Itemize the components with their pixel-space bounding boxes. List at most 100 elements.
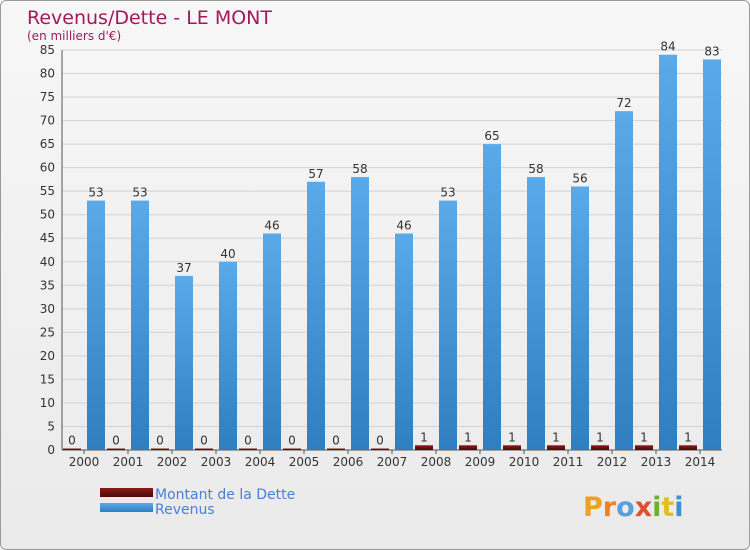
bar-debt-2011: [547, 445, 565, 450]
bar-revenus-2012: [615, 111, 633, 451]
y-tick-label: 40: [40, 255, 55, 269]
legend-swatch: [100, 488, 153, 497]
debt-value-label: 0: [200, 434, 208, 448]
legend-label: Montant de la Dette: [155, 487, 295, 503]
x-tick-label: 2002: [157, 455, 188, 469]
bar-revenus-2003: [219, 261, 237, 450]
debt-value-label: 1: [640, 430, 648, 444]
y-tick-label: 85: [40, 43, 55, 57]
bar-debt-2007: [371, 448, 389, 450]
y-tick-label: 70: [40, 114, 55, 128]
bar-debt-2004: [239, 448, 257, 450]
revenus-value-label: 40: [220, 247, 235, 261]
y-tick-label: 55: [40, 184, 55, 198]
bar-revenus-2008: [439, 200, 457, 450]
revenus-value-label: 56: [572, 171, 587, 185]
bar-debt-2001: [107, 448, 125, 450]
legend-label: Revenus: [155, 502, 215, 518]
logo-letter: i: [674, 492, 683, 523]
debt-value-label: 0: [288, 434, 296, 448]
y-tick-label: 15: [40, 372, 55, 386]
x-tick-label: 2004: [245, 455, 276, 469]
bar-debt-2012: [591, 445, 609, 450]
bar-debt-2002: [151, 448, 169, 450]
y-tick-label: 0: [47, 443, 55, 457]
y-tick-label: 60: [40, 161, 55, 175]
y-tick-label: 50: [40, 208, 55, 222]
bar-revenus-2010: [527, 177, 545, 450]
bar-debt-2006: [327, 448, 345, 450]
y-tick-label: 30: [40, 302, 55, 316]
revenus-value-label: 84: [660, 40, 675, 54]
bar-revenus-2001: [131, 200, 149, 450]
x-tick-label: 2003: [201, 455, 232, 469]
revenus-value-label: 58: [352, 162, 367, 176]
bars: 0 53 0 53 0 37 0 40 0 46 0 57 0 58 0 46 1 53 1 65 1 58 1 56 1 72 1…: [63, 40, 721, 451]
x-tick-label: 2010: [509, 455, 540, 469]
bar-revenus-2002: [175, 275, 193, 450]
y-tick-label: 80: [40, 67, 55, 81]
bar-debt-2010: [503, 445, 521, 450]
y-tick-label: 25: [40, 325, 55, 339]
bar-debt-2009: [459, 445, 477, 450]
bar-revenus-2006: [351, 177, 369, 450]
logo-letter: P: [583, 492, 603, 523]
revenus-value-label: 46: [264, 219, 279, 233]
y-tick-label: 5: [47, 419, 55, 433]
bar-debt-2005: [283, 448, 301, 450]
x-tick-label: 2007: [377, 455, 408, 469]
bar-revenus-2009: [483, 144, 501, 450]
bar-revenus-2007: [395, 233, 413, 450]
bar-debt-2013: [635, 445, 653, 450]
debt-value-label: 1: [420, 430, 428, 444]
revenus-value-label: 58: [528, 162, 543, 176]
debt-value-label: 0: [332, 434, 340, 448]
debt-value-label: 1: [684, 430, 692, 444]
debt-value-label: 0: [112, 434, 120, 448]
logo-letter: i: [652, 492, 661, 523]
debt-value-label: 1: [596, 430, 604, 444]
revenus-value-label: 53: [440, 186, 455, 200]
proxiti-logo: Proxiti: [583, 492, 684, 523]
debt-value-label: 1: [552, 430, 560, 444]
bar-revenus-2013: [659, 54, 677, 451]
x-axis-ticks: 2000 2001 2002 2003 2004 2005 2006 2007 2008 2009…: [69, 450, 716, 469]
y-axis-ticks: 0 5 10 15 20 25 30 35 40 45 50 55 60 65 70 75 80 85: [40, 43, 55, 457]
debt-value-label: 0: [156, 434, 164, 448]
chart-subtitle: (en milliers d'€): [27, 29, 121, 43]
revenus-value-label: 83: [704, 44, 719, 58]
y-tick-label: 65: [40, 137, 55, 151]
x-tick-label: 2009: [465, 455, 496, 469]
y-tick-label: 35: [40, 278, 55, 292]
x-tick-label: 2000: [69, 455, 100, 469]
bar-debt-2003: [195, 448, 213, 450]
chart-title: Revenus/Dette - LE MONT: [27, 7, 272, 29]
y-tick-label: 20: [40, 349, 55, 363]
debt-value-label: 0: [244, 434, 252, 448]
x-tick-label: 2011: [553, 455, 584, 469]
y-tick-label: 10: [40, 396, 55, 410]
bar-revenus-2011: [571, 186, 589, 450]
revenus-value-label: 37: [176, 261, 191, 275]
revenus-value-label: 53: [132, 186, 147, 200]
x-tick-label: 2014: [685, 455, 716, 469]
bar-debt-2000: [63, 448, 81, 450]
bar-revenus-2014: [703, 59, 721, 450]
logo-letter: o: [616, 492, 635, 523]
revenus-value-label: 65: [484, 129, 499, 143]
x-tick-label: 2006: [333, 455, 364, 469]
logo-letter: x: [635, 492, 652, 523]
x-tick-label: 2013: [641, 455, 672, 469]
debt-value-label: 1: [464, 430, 472, 444]
bar-revenus-2005: [307, 181, 325, 450]
y-tick-label: 75: [40, 90, 55, 104]
bar-debt-2014: [679, 445, 697, 450]
logo-letter: r: [603, 492, 617, 523]
x-tick-label: 2005: [289, 455, 320, 469]
revenus-value-label: 53: [88, 186, 103, 200]
x-tick-label: 2008: [421, 455, 452, 469]
debt-value-label: 0: [68, 434, 76, 448]
revenus-value-label: 72: [616, 96, 631, 110]
